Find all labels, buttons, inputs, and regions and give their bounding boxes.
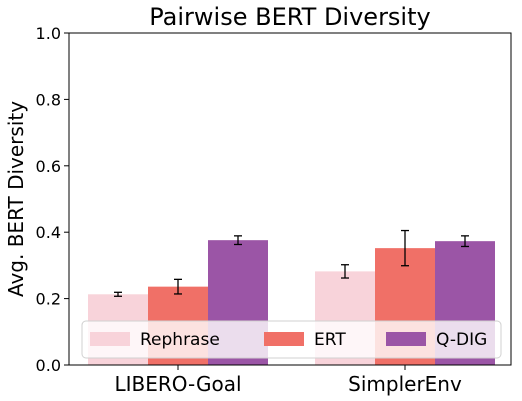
y-tick-label: 0.0 (36, 356, 61, 375)
plot-area: 0.0 0.2 0.4 0.6 0.8 1.0 LIBERO-Goal SimplerEnv R… (36, 24, 512, 396)
legend-item-q-dig: Q-DIG (386, 330, 487, 350)
legend-swatch (386, 332, 426, 346)
y-tick-label: 0.4 (36, 223, 61, 242)
legend: Rephrase ERT Q-DIG (81, 320, 502, 359)
chart-title: Pairwise BERT Diversity (149, 3, 430, 31)
legend-label: Q-DIG (436, 330, 487, 350)
y-axis-label: Avg. BERT Diversity (4, 101, 28, 297)
y-tick-label: 0.8 (36, 90, 61, 109)
y-tick-label: 0.2 (36, 290, 61, 309)
y-tick-label: 0.6 (36, 157, 61, 176)
legend-label: Rephrase (140, 330, 220, 350)
legend-item-rephrase: Rephrase (90, 330, 220, 350)
legend-swatch (90, 332, 130, 346)
legend-swatch (264, 332, 304, 346)
x-tick-label: SimplerEnv (348, 372, 462, 396)
legend-item-ert: ERT (264, 330, 346, 350)
legend-label: ERT (314, 330, 346, 350)
x-tick-label: LIBERO-Goal (114, 372, 241, 396)
y-tick-label: 1.0 (36, 24, 61, 43)
axes-frame (68, 32, 512, 366)
